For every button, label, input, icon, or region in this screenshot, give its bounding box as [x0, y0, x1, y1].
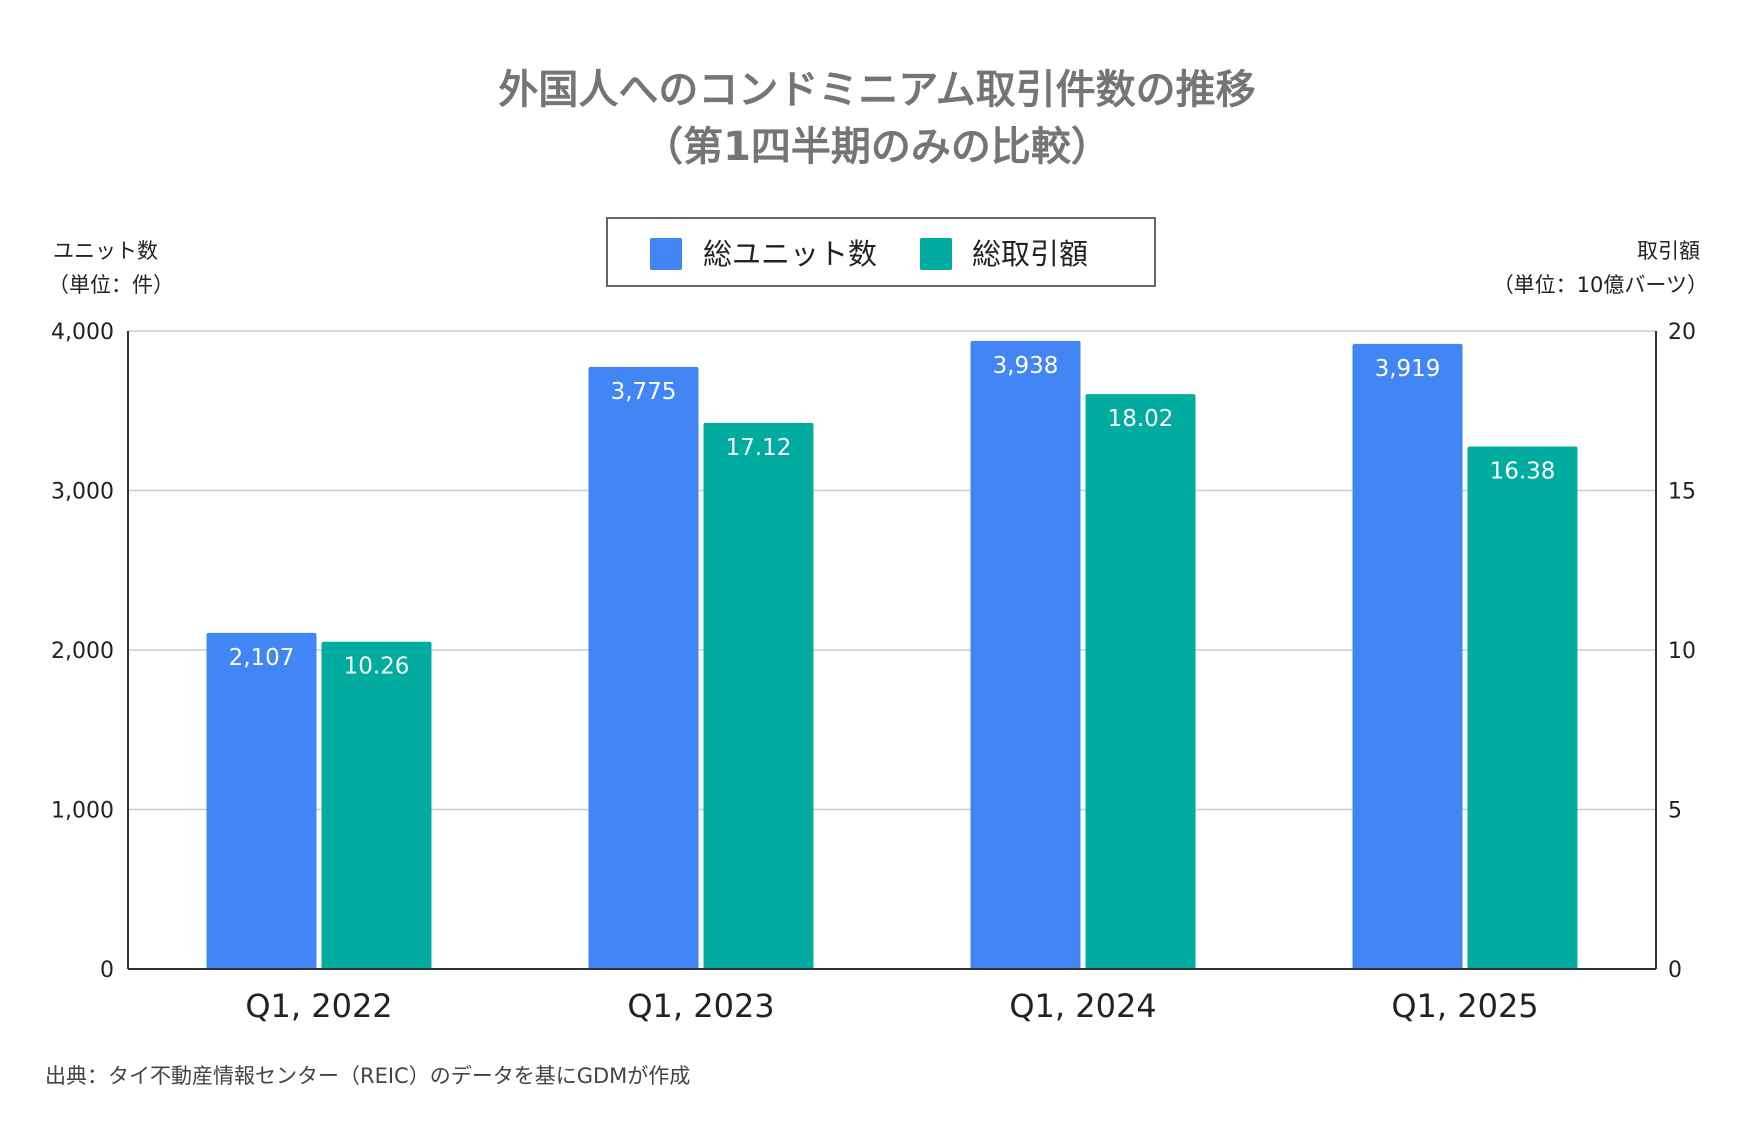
x-tick-label: Q1, 2023: [627, 987, 774, 1025]
y-left-tick-label: 1,000: [51, 799, 114, 824]
data-label-units: 2,107: [229, 645, 295, 671]
y-left-label-line2: （単位：件）: [48, 273, 174, 297]
x-tick-label: Q1, 2024: [1009, 987, 1156, 1025]
data-label-value: 18.02: [1108, 406, 1174, 432]
y-right-label-line1: 取引額: [1637, 239, 1700, 263]
bar-value: [1467, 446, 1578, 969]
data-label-value: 16.38: [1490, 458, 1556, 484]
bar-value: [703, 422, 814, 969]
x-ticks: Q1, 2022 Q1, 2023 Q1, 2024 Q1, 2025: [245, 987, 1538, 1025]
bar-units: [588, 366, 699, 969]
bar-units: [970, 340, 1081, 969]
y-right-tick-label: 5: [1668, 799, 1682, 824]
y-left-label-line1: ユニット数: [53, 239, 158, 263]
data-labels: 2,107 10.26 3,775 17.12 3,938 18.02 3,919 16.38: [229, 353, 1556, 680]
y-right-ticks: 0 5 10 15 20: [1668, 320, 1696, 983]
chart-title-line2: （第1四半期のみの比較）: [643, 124, 1111, 170]
axes: [127, 331, 1657, 970]
bars: [206, 340, 1578, 969]
data-label-units: 3,938: [993, 353, 1059, 379]
y-left-tick-label: 3,000: [51, 480, 114, 505]
bar-value: [1085, 394, 1196, 969]
chart-title-line1: 外国人へのコンドミニアム取引件数の推移: [498, 67, 1255, 113]
y-right-tick-label: 0: [1668, 958, 1682, 983]
data-label-units: 3,775: [611, 379, 677, 405]
bar-units: [206, 632, 317, 969]
legend-box: [606, 217, 1156, 287]
bar-value: [321, 641, 432, 969]
y-right-tick-label: 10: [1668, 639, 1696, 664]
legend-label-units: 総ユニット数: [703, 237, 877, 271]
legend-swatch-units: [650, 238, 682, 270]
y-right-tick-label: 20: [1668, 320, 1696, 345]
data-label-units: 3,919: [1375, 356, 1441, 382]
x-tick-label: Q1, 2025: [1391, 987, 1538, 1025]
source-note: 出典：タイ不動産情報センター（REIC）のデータを基にGDMが作成: [45, 1064, 690, 1088]
y-left-tick-label: 4,000: [51, 320, 114, 345]
y-right-tick-label: 15: [1668, 480, 1696, 505]
legend-label-value: 総取引額: [972, 237, 1088, 271]
bar-units: [1352, 343, 1463, 969]
legend-swatch-value: [920, 238, 952, 270]
y-left-tick-label: 0: [100, 958, 114, 983]
y-right-label-line2: （単位：10億バーツ）: [1493, 273, 1708, 297]
x-tick-label: Q1, 2022: [245, 987, 392, 1025]
y-left-tick-label: 2,000: [51, 639, 114, 664]
y-left-ticks: 0 1,000 2,000 3,000 4,000: [51, 320, 114, 983]
data-label-value: 17.12: [726, 435, 792, 461]
data-label-value: 10.26: [344, 654, 410, 680]
legend: 総ユニット数 総取引額: [606, 217, 1156, 287]
